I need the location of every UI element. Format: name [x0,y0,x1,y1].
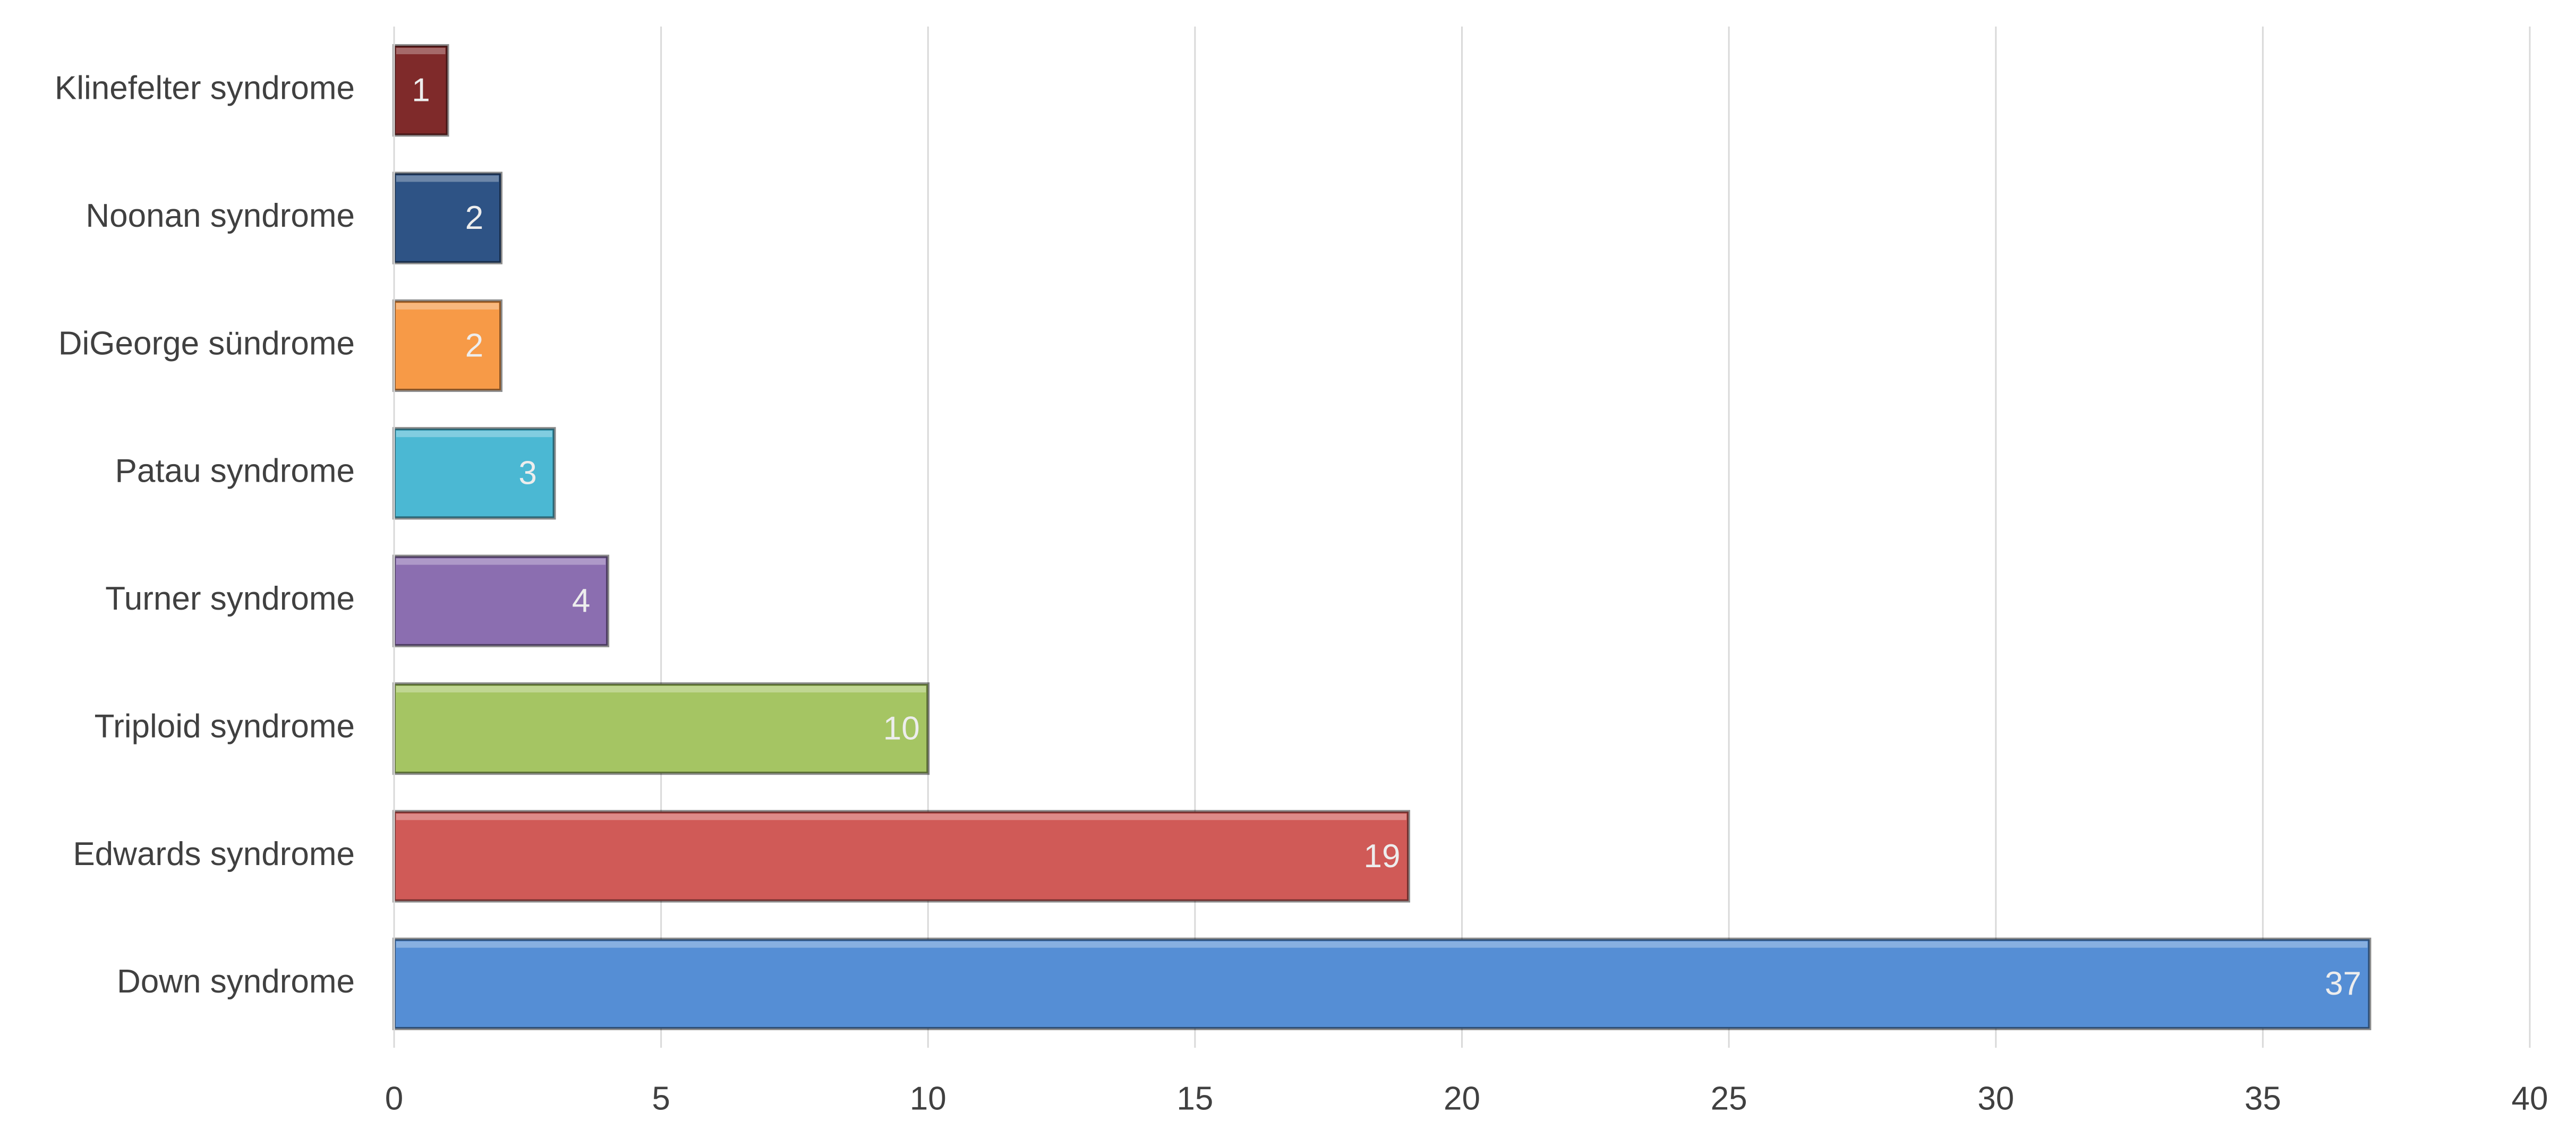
x-tick-label: 5 [652,1080,670,1117]
data-label: 4 [572,583,590,619]
bar-highlight [396,814,1406,820]
y-tick-label: Patau syndrome [115,453,355,490]
data-label: 2 [465,327,483,364]
x-tick-label: 10 [910,1080,946,1117]
bar-highlight [396,558,606,565]
y-tick-label: Triploid syndrome [95,708,355,745]
bar-highlight [396,431,552,438]
bar [393,937,2372,1030]
bar-highlight [396,686,926,692]
y-tick-label: Klinefelter syndrome [55,70,355,107]
x-tick-label: 15 [1176,1080,1213,1117]
x-tick-label: 30 [1977,1080,2014,1117]
x-tick-label: 35 [2245,1080,2281,1117]
data-label: 1 [412,72,430,109]
y-tick-label: Down syndrome [117,963,355,1000]
bar [393,810,1410,903]
y-tick-label: Edwards syndrome [73,836,355,872]
bar-highlight [396,48,446,55]
y-tick-label: Noonan syndrome [86,198,355,234]
data-label: 2 [465,200,483,236]
x-tick-label: 20 [1444,1080,1480,1117]
bar [393,172,503,264]
bar [393,44,449,137]
bar-highlight [396,941,2368,948]
bar [393,554,610,647]
data-label: 3 [518,455,536,492]
bar-highlight [396,303,499,310]
x-tick-label: 25 [1711,1080,1747,1117]
bar [393,682,930,775]
x-tick-label: 40 [2512,1080,2548,1117]
bar-highlight [396,175,499,182]
data-label: 10 [883,710,920,747]
y-tick-label: DiGeorge sündrome [58,325,355,362]
bar [393,299,503,392]
x-tick-label: 0 [385,1080,403,1117]
data-label: 37 [2325,965,2361,1002]
y-tick-label: Turner syndrome [105,580,355,617]
data-label: 19 [1363,838,1400,875]
